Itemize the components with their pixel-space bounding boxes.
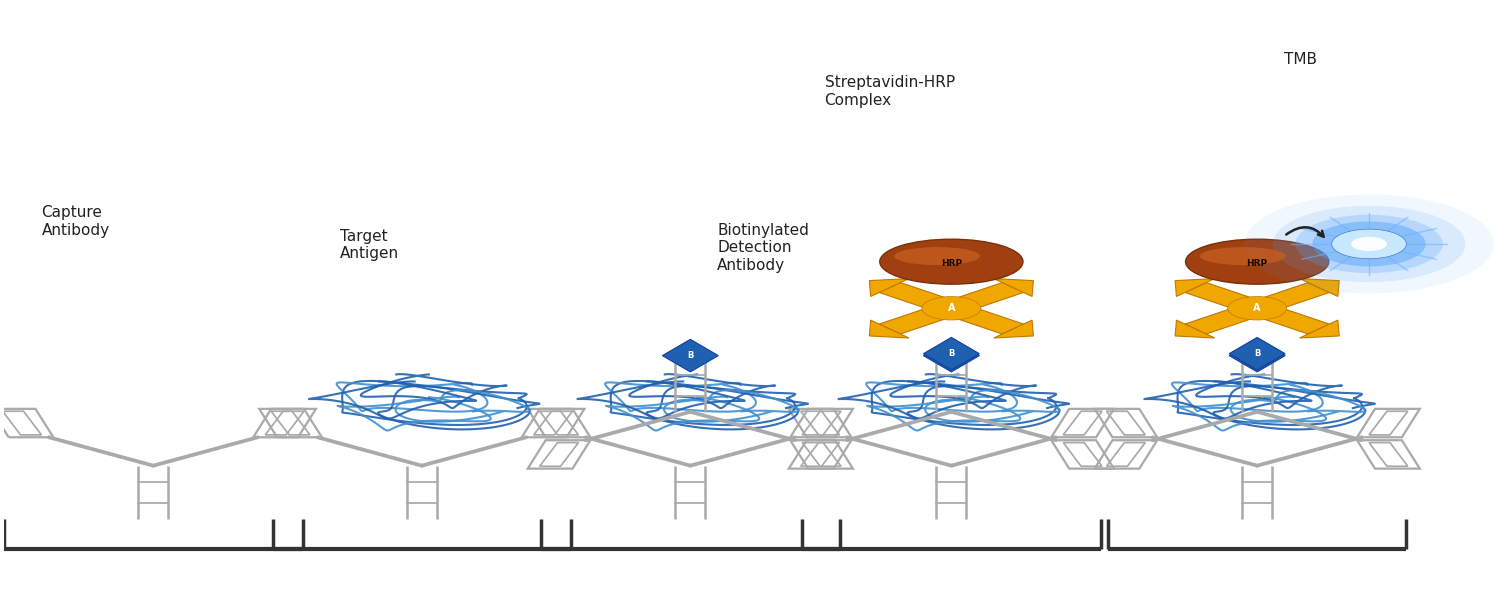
Polygon shape — [663, 340, 718, 372]
Circle shape — [1245, 194, 1494, 293]
Polygon shape — [870, 278, 909, 296]
Text: HRP: HRP — [1246, 259, 1268, 268]
Polygon shape — [924, 337, 980, 370]
Circle shape — [1352, 237, 1388, 251]
Ellipse shape — [1185, 239, 1329, 284]
Text: B: B — [948, 349, 954, 358]
Circle shape — [1272, 206, 1466, 282]
Polygon shape — [924, 340, 980, 372]
Polygon shape — [994, 278, 1033, 296]
Polygon shape — [870, 320, 909, 338]
Text: B: B — [1254, 349, 1260, 358]
Ellipse shape — [894, 247, 980, 265]
Circle shape — [922, 296, 981, 320]
Polygon shape — [879, 283, 962, 313]
Polygon shape — [879, 304, 962, 334]
Text: Streptavidin-HRP
Complex: Streptavidin-HRP Complex — [825, 75, 954, 107]
Ellipse shape — [880, 239, 1023, 284]
Polygon shape — [1174, 278, 1215, 296]
Circle shape — [1296, 215, 1443, 273]
Text: A: A — [948, 303, 956, 313]
Polygon shape — [940, 283, 1023, 313]
Text: HRP: HRP — [940, 259, 962, 268]
Circle shape — [1332, 229, 1407, 259]
Text: A: A — [1254, 303, 1262, 313]
Text: B: B — [687, 351, 693, 360]
Polygon shape — [1185, 283, 1268, 313]
Text: B: B — [948, 351, 954, 360]
Polygon shape — [1228, 337, 1286, 370]
Ellipse shape — [1200, 247, 1286, 265]
Text: TMB: TMB — [1284, 52, 1317, 67]
Polygon shape — [994, 320, 1033, 338]
Polygon shape — [1299, 278, 1340, 296]
Polygon shape — [940, 304, 1023, 334]
Polygon shape — [1228, 340, 1286, 372]
Polygon shape — [1185, 304, 1268, 334]
Text: Biotinylated
Detection
Antibody: Biotinylated Detection Antibody — [717, 223, 809, 273]
Text: B: B — [1254, 351, 1260, 360]
Text: Target
Antigen: Target Antigen — [340, 229, 399, 262]
Polygon shape — [1246, 304, 1329, 334]
Text: Capture
Antibody: Capture Antibody — [42, 205, 110, 238]
Polygon shape — [1246, 283, 1329, 313]
Polygon shape — [1299, 320, 1340, 338]
Circle shape — [1312, 221, 1425, 266]
Polygon shape — [1174, 320, 1215, 338]
Circle shape — [1227, 296, 1287, 320]
